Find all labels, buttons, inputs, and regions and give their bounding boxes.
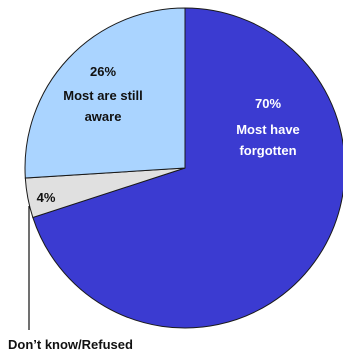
slice-percent-label: 70% [255,96,281,111]
slice-name-label: Most have [236,122,300,137]
slice-name-label: forgotten [239,143,296,158]
pie-slice-most-have-forgotten [32,7,343,329]
slice-name-label: aware [85,109,122,124]
slice-name-label: Most are still [63,88,142,103]
pie-slices [24,7,343,329]
slice-percent-label: 4% [37,190,56,205]
pie-slice-most-are-still-aware [24,7,186,179]
pie-labels: 70% Most have forgotten 4% 26% Most are still… [37,64,300,205]
callout-label: Don’t know/Refused [8,337,133,352]
slice-percent-label: 26% [90,64,116,79]
